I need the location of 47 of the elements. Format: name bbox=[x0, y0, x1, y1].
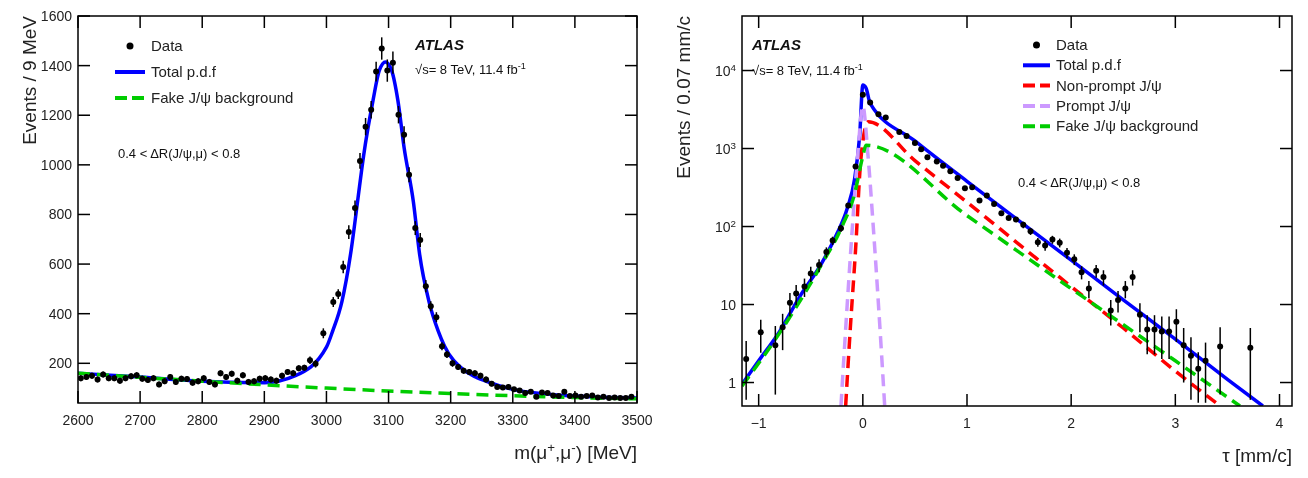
x-tick-label: 3400 bbox=[559, 412, 591, 428]
annotation: ATLAS bbox=[414, 36, 464, 53]
y-tick-label: 1400 bbox=[40, 57, 73, 74]
legend-label: Data bbox=[151, 37, 184, 54]
y-axis-title: Events / 0.07 mm/c bbox=[673, 16, 694, 179]
y-axis-title: Events / 9 MeV bbox=[19, 15, 40, 145]
x-tick-label: 2900 bbox=[248, 412, 281, 428]
x-tick-label: 3100 bbox=[372, 412, 405, 428]
x-tick-label: 1 bbox=[963, 415, 972, 431]
x-axis-title: m(μ$^{+}$,μ$^{-}$) [MeV] bbox=[514, 439, 637, 463]
x-tick-label: 4 bbox=[1275, 415, 1284, 431]
x-tick-label: 3200 bbox=[435, 412, 467, 428]
x-tick-label: 3300 bbox=[497, 412, 529, 428]
y-tick-label: 1200 bbox=[40, 107, 73, 124]
annotation: √s= 8 TeV, 11.4 fb$^{-1}$ bbox=[752, 62, 863, 78]
x-tick-label: 2600 bbox=[62, 412, 94, 428]
legend-label: Total p.d.f bbox=[151, 63, 217, 80]
y-tick-label: 10 bbox=[720, 296, 737, 313]
y-tick-label: 10$^{4}$ bbox=[714, 61, 737, 79]
annotation: 0.4 < ΔR(J/ψ,μ) < 0.8 bbox=[1018, 175, 1141, 190]
annotation: 0.4 < ΔR(J/ψ,μ) < 0.8 bbox=[118, 146, 241, 161]
annotation: ATLAS bbox=[751, 36, 801, 53]
y-tick-label: 1000 bbox=[40, 156, 73, 173]
y-tick-label: 1600 bbox=[40, 8, 73, 24]
y-tick-label: 10$^{3}$ bbox=[714, 139, 737, 157]
legend-label: Prompt J/ψ bbox=[1056, 96, 1131, 114]
x-tick-label: 3 bbox=[1171, 415, 1180, 431]
annotation: √s= 8 TeV, 11.4 fb$^{-1}$ bbox=[415, 61, 526, 77]
x-tick-label: 3500 bbox=[621, 412, 653, 428]
x-tick-label: 0 bbox=[858, 415, 867, 431]
y-tick-label: 800 bbox=[48, 206, 73, 223]
y-tick-label: 200 bbox=[48, 355, 73, 372]
legend-label: Data bbox=[1056, 36, 1089, 53]
x-tick-label: 3000 bbox=[310, 412, 343, 428]
y-tick-label: 600 bbox=[48, 256, 73, 273]
x-tick-label: −1 bbox=[750, 415, 767, 431]
x-tick-label: 2800 bbox=[186, 412, 218, 428]
legend-label: Total p.d.f bbox=[1056, 56, 1122, 74]
y-tick-label: 400 bbox=[48, 305, 73, 322]
legend-label: Non-prompt J/ψ bbox=[1056, 76, 1162, 94]
legend-label: Fake J/ψ background bbox=[151, 89, 294, 106]
y-tick-label: 10$^{2}$ bbox=[714, 217, 736, 235]
x-axis-title: τ [mm/c] bbox=[1222, 445, 1292, 466]
legend-label: Fake J/ψ background bbox=[1056, 117, 1199, 135]
x-tick-label: 2 bbox=[1067, 415, 1076, 431]
x-tick-label: 2700 bbox=[124, 412, 156, 428]
y-tick-label: 1 bbox=[728, 374, 737, 391]
